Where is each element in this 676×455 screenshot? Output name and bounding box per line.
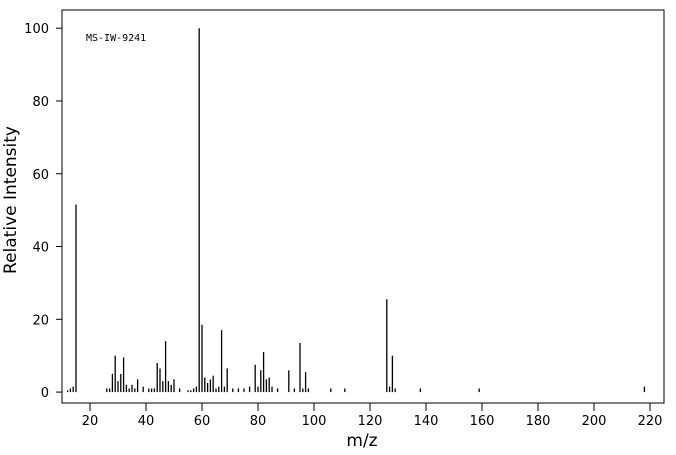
x-tick-label: 40 — [138, 414, 155, 429]
x-axis-label: m/z — [346, 431, 377, 451]
y-tick-label: 20 — [32, 313, 49, 328]
x-tick-label: 140 — [414, 414, 439, 429]
x-tick-label: 160 — [470, 414, 495, 429]
annotation: MS-IW-9241 — [86, 33, 146, 44]
y-tick-label: 60 — [32, 168, 49, 183]
x-tick-label: 180 — [526, 414, 551, 429]
x-tick-label: 60 — [194, 414, 211, 429]
y-tick-label: 40 — [32, 241, 49, 256]
plot-frame — [61, 9, 665, 404]
y-tick-label: 80 — [32, 95, 49, 110]
x-tick-label: 120 — [358, 414, 383, 429]
y-axis-label: Relative Intensity — [1, 126, 21, 274]
x-tick-label: 20 — [82, 414, 99, 429]
y-tick-label: 0 — [41, 386, 49, 401]
x-tick-label: 200 — [582, 414, 607, 429]
x-tick-label: 100 — [302, 414, 327, 429]
x-tick-label: 220 — [638, 414, 663, 429]
x-tick-label: 80 — [250, 414, 267, 429]
y-tick-label: 100 — [24, 22, 49, 37]
